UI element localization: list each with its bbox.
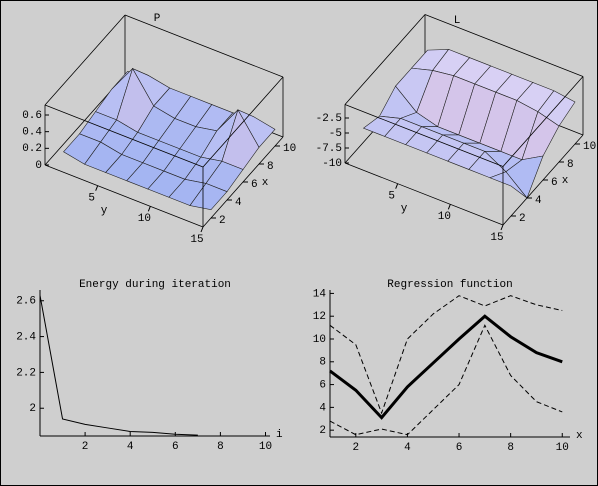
- box-edge: [202, 76, 284, 168]
- z-tick-label: -2.5: [316, 113, 342, 125]
- box-edge: [44, 104, 204, 168]
- x-tick-label: 10: [259, 441, 272, 453]
- x-tick-label: 2: [219, 215, 226, 227]
- z-tick-label: -10: [322, 158, 342, 170]
- box-edge: [424, 14, 584, 77]
- y-tick-label: 10: [138, 213, 151, 225]
- y-tick: [447, 204, 451, 210]
- y-tick-label: 6: [319, 379, 326, 391]
- z-tick-label: -5: [329, 128, 342, 140]
- y-tick-label: 10: [313, 334, 326, 346]
- data-line: [329, 295, 563, 415]
- x-tick-label: 2: [353, 442, 360, 454]
- y-tick-label: 2.4: [16, 331, 36, 343]
- box-edge: [344, 162, 504, 226]
- y-tick-label: 2.2: [16, 367, 36, 379]
- y-tick-label: 14: [313, 288, 327, 300]
- y-tick-label: 15: [190, 234, 203, 246]
- x-tick-label: 8: [567, 159, 574, 171]
- chart-title: Energy during iteration: [79, 279, 231, 291]
- y-tick-label: 15: [490, 232, 503, 244]
- x-tick-label: 10: [583, 141, 596, 153]
- chart-title: L: [454, 15, 461, 27]
- x-tick-label: 6: [551, 177, 558, 189]
- z-tick-label: 0.6: [22, 110, 42, 122]
- x-tick-label: 4: [235, 197, 242, 209]
- x-tick-label: 6: [251, 179, 258, 191]
- z-tick-label: 0.2: [22, 143, 42, 155]
- chart-title: Regression function: [387, 279, 512, 291]
- data-line: [329, 314, 563, 420]
- x-tick-label: 2: [82, 441, 89, 453]
- x-tick-label: 4: [127, 441, 134, 453]
- x-tick-label: 6: [172, 441, 179, 453]
- x-tick-label: 4: [535, 195, 542, 207]
- data-line: [329, 324, 563, 436]
- y-tick-label: 10: [438, 211, 451, 223]
- y-tick-label: 4: [319, 402, 326, 414]
- y-tick: [147, 206, 151, 212]
- x-tick-label: 6: [456, 442, 463, 454]
- x-axis-label: x: [576, 430, 583, 442]
- x-tick-label: 8: [217, 441, 224, 453]
- x-tick-label: 10: [556, 442, 569, 454]
- x-axis-label: x: [262, 177, 269, 189]
- z-tick-label: 0.4: [22, 127, 42, 139]
- box-edge: [502, 76, 584, 167]
- z-tick-label: -7.5: [316, 143, 342, 155]
- y-tick-label: 2: [29, 403, 36, 415]
- x-tick-label: 2: [519, 213, 526, 225]
- x-axis-label: x: [562, 175, 569, 187]
- y-tick-label: 2: [319, 425, 326, 437]
- y-axis-label: y: [401, 203, 408, 215]
- box-edge: [44, 14, 126, 106]
- x-tick-label: 8: [267, 161, 274, 173]
- y-tick-label: 2.6: [16, 296, 36, 308]
- y-tick: [500, 224, 504, 231]
- y-tick-label: 8: [319, 357, 326, 369]
- y-axis-label: y: [101, 205, 108, 217]
- box-edge: [44, 164, 204, 228]
- x-tick-label: 10: [283, 143, 296, 155]
- x-axis-label: i: [276, 429, 283, 441]
- x-tick-label: 8: [507, 442, 514, 454]
- z-tick-label: 0: [35, 160, 42, 172]
- box-edge: [344, 14, 426, 105]
- x-tick-label: 4: [404, 442, 411, 454]
- y-tick-label: 5: [88, 193, 95, 205]
- box-edge: [344, 104, 504, 167]
- y-tick: [395, 183, 399, 189]
- box-edge: [124, 14, 284, 78]
- chart-title: P: [154, 13, 161, 25]
- surface-patch: [189, 183, 228, 210]
- data-line: [39, 295, 198, 436]
- y-tick-label: 12: [313, 311, 326, 323]
- y-tick-label: 5: [388, 191, 395, 203]
- y-tick: [200, 226, 204, 233]
- y-tick: [95, 185, 99, 191]
